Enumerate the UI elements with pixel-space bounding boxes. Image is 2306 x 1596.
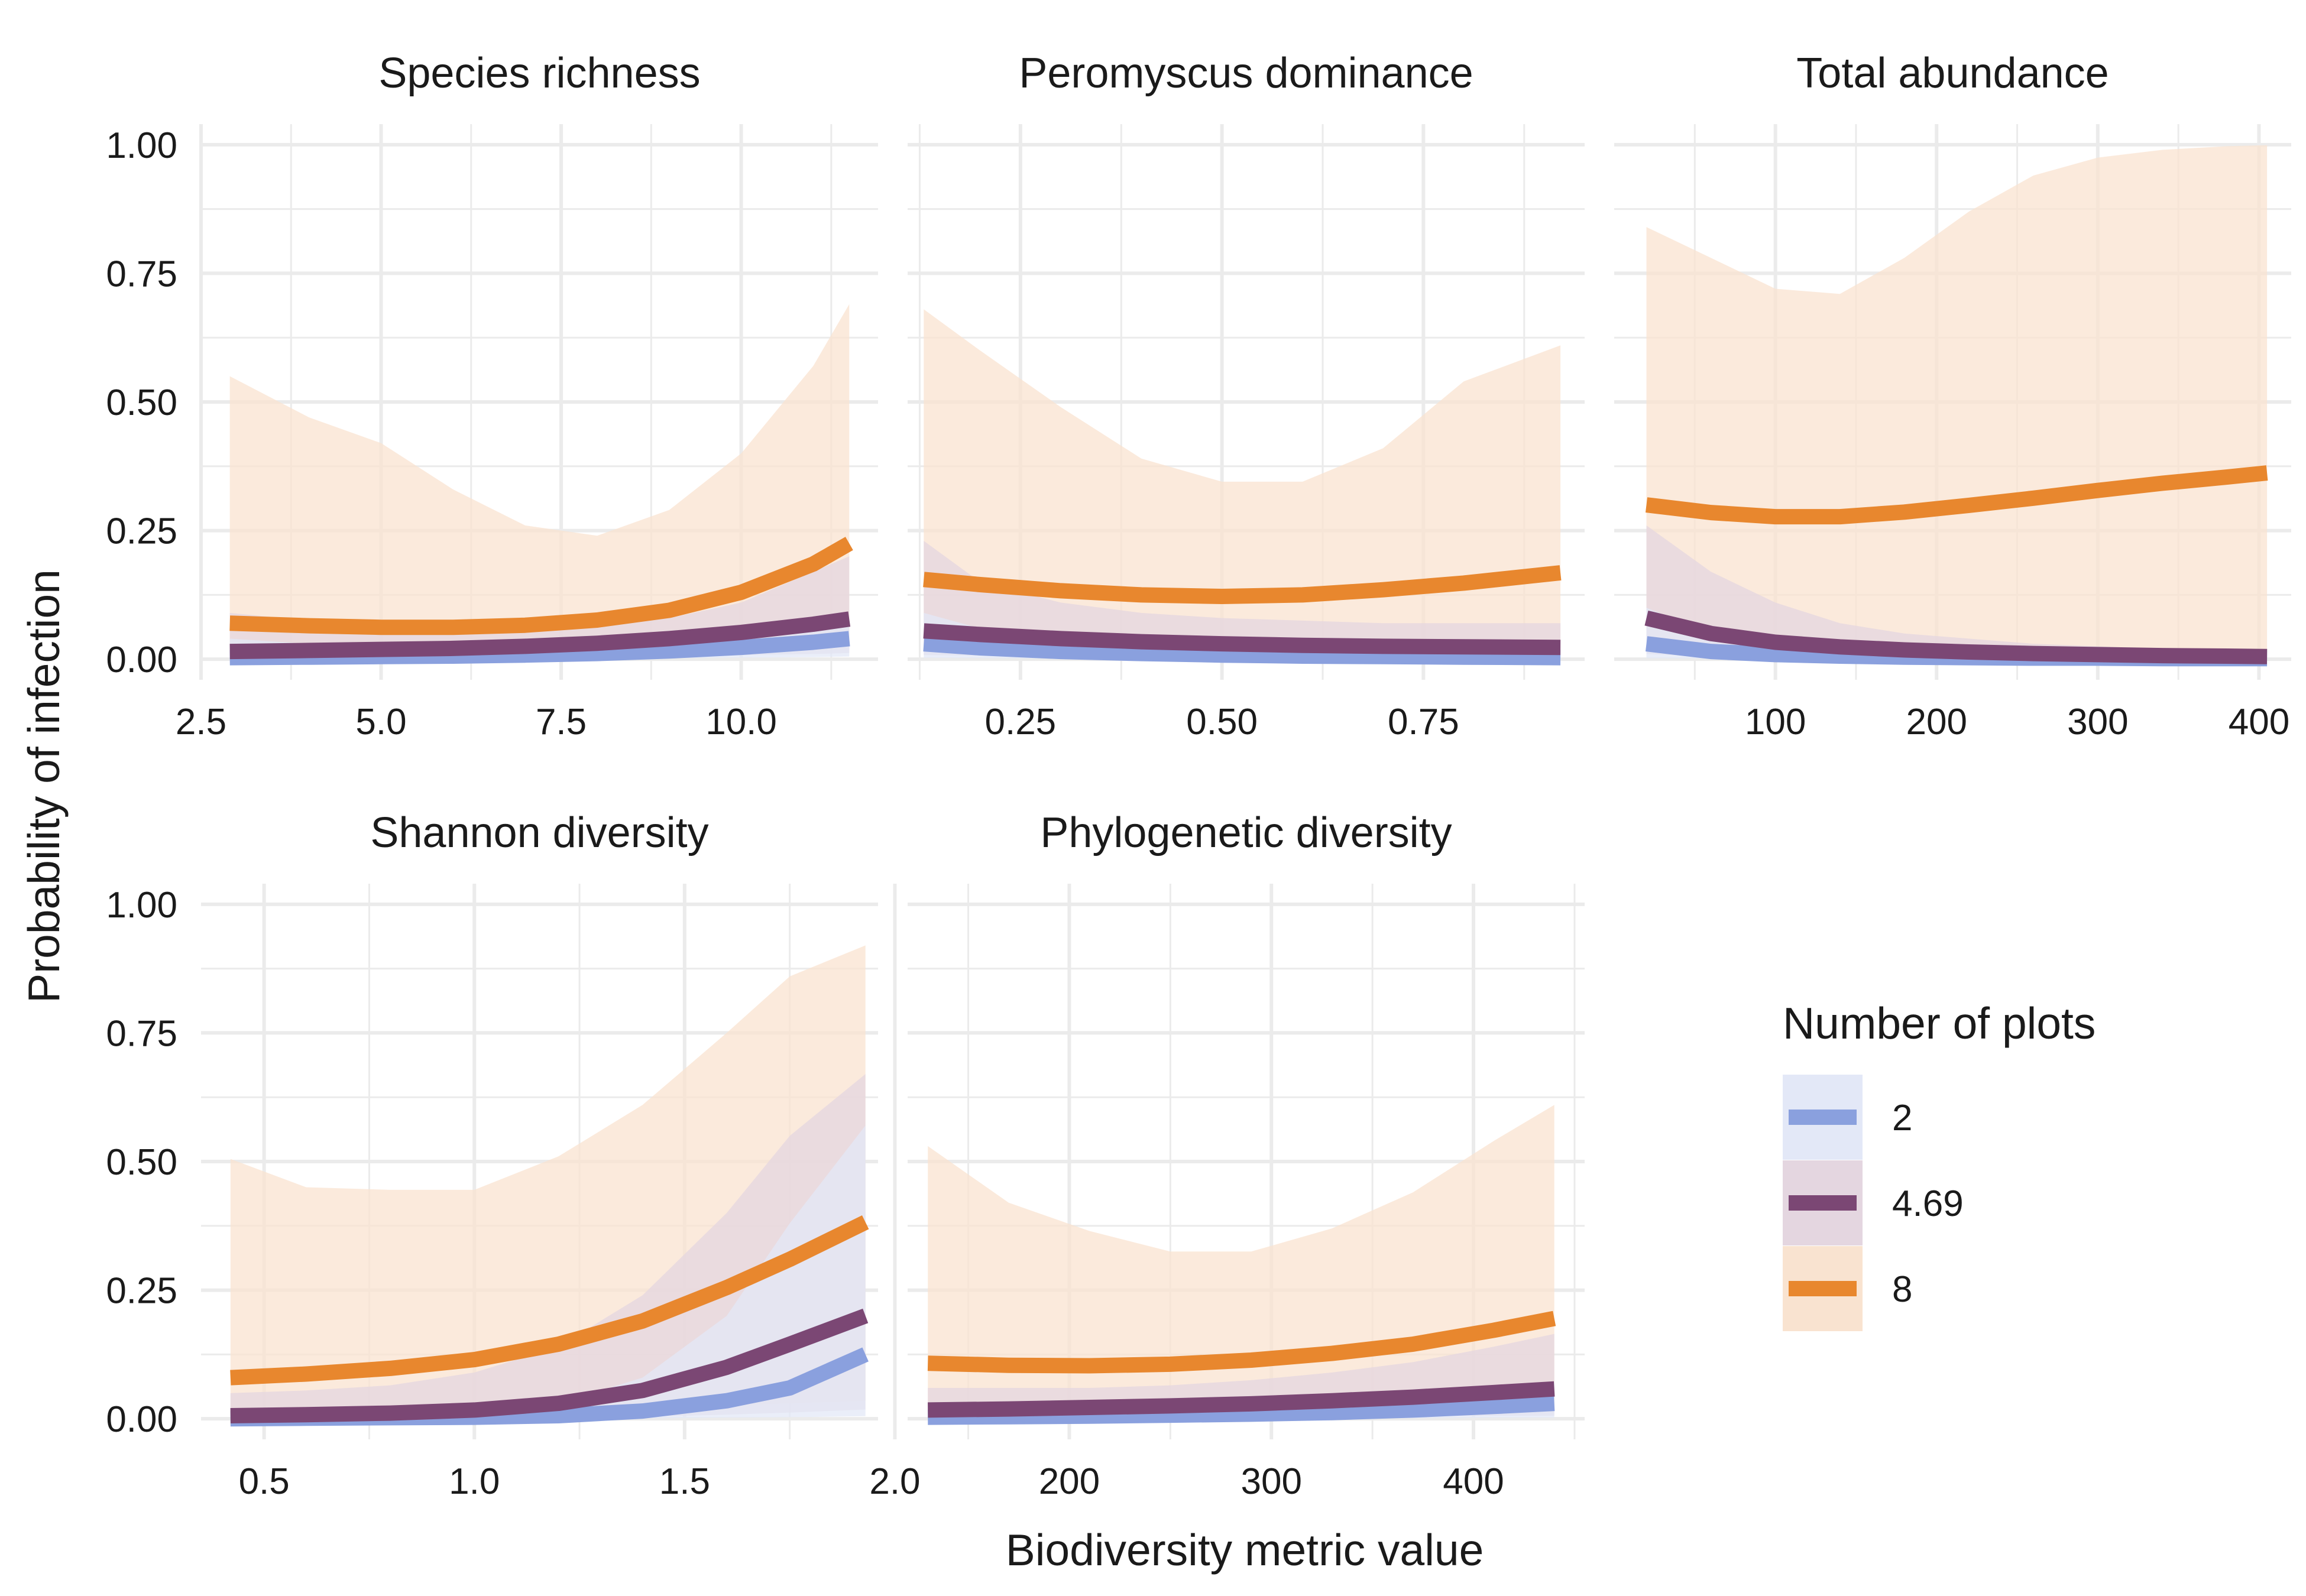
x-tick-label: 5.0 — [355, 702, 406, 742]
legend-key-8: 8 — [1783, 1246, 1912, 1331]
panel-title: Shannon diversity — [370, 809, 708, 857]
x-axis-title: Biodiversity metric value — [1006, 1525, 1484, 1575]
x-tick-label: 1.0 — [449, 1461, 500, 1502]
legend-key-2: 2 — [1783, 1075, 1912, 1160]
panel-4: Shannon diversity 0.00 0.25 0.50 0.75 1.00 0.5… — [106, 809, 920, 1502]
panel-5: Phylogenetic diversity 200 300 400 — [908, 809, 1585, 1502]
x-tick-label: 200 — [1906, 702, 1967, 742]
line-8 — [927, 1310, 1556, 1374]
line-2 — [928, 1396, 1555, 1425]
x-tick-label: 2.5 — [176, 702, 226, 742]
line-8 — [923, 565, 1562, 604]
ribbon-8 — [229, 304, 850, 656]
line-8 — [230, 1215, 869, 1386]
x-tick-label: 300 — [1241, 1461, 1301, 1502]
y-tick-label: 0.75 — [106, 1013, 177, 1054]
x-tick-label: 10.0 — [705, 702, 777, 742]
x-tick-label: 0.5 — [239, 1461, 290, 1502]
y-tick-label: 0.50 — [106, 382, 177, 423]
legend-keys: 2 4.69 8 — [1783, 1075, 1964, 1331]
panels-layer: Species richness 0.00 0.25 0.50 0.75 1.00 2.5 5… — [106, 50, 2291, 1502]
y-axis-title: Probability of infection — [19, 569, 69, 1003]
y-tick-label: 0.00 — [106, 640, 177, 680]
panel-title: Phylogenetic diversity — [1040, 809, 1452, 857]
panel-title: Total abundance — [1796, 50, 2109, 97]
ribbon-4.69 — [924, 541, 1561, 658]
legend-title: Number of plots — [1783, 998, 2096, 1048]
line-8 — [1645, 465, 2268, 525]
panel-1: Species richness 0.00 0.25 0.50 0.75 1.00 2.5 5… — [106, 50, 878, 742]
x-tick-label: 400 — [2229, 702, 2289, 742]
y-tick-label: 0.25 — [106, 511, 177, 552]
line-4.69 — [923, 623, 1561, 656]
panel-title: Species richness — [378, 50, 700, 97]
y-tick-label: 0.00 — [106, 1399, 177, 1440]
y-tick-label: 1.00 — [106, 885, 177, 926]
ribbon-4.69 — [1646, 525, 2268, 660]
legend-label: 4.69 — [1892, 1183, 1964, 1224]
x-tick-label: 1.5 — [659, 1461, 710, 1502]
line-4.69 — [230, 1308, 869, 1423]
line-2 — [923, 636, 1561, 666]
x-tick-label: 200 — [1039, 1461, 1100, 1502]
x-tick-label: 0.50 — [1186, 702, 1258, 742]
legend-label: 2 — [1892, 1098, 1912, 1138]
line-4.69 — [928, 1381, 1555, 1418]
legend-label: 8 — [1892, 1269, 1912, 1310]
x-tick-label: 2.0 — [869, 1461, 920, 1502]
ribbon-8 — [928, 1105, 1554, 1412]
y-tick-label: 0.50 — [106, 1142, 177, 1183]
x-tick-label: 0.25 — [984, 702, 1056, 742]
legend-key-4.69: 4.69 — [1783, 1160, 1964, 1245]
legend: Number of plots 2 4.69 8 — [1783, 998, 2096, 1331]
ribbon-8 — [1646, 145, 2268, 657]
panel-title: Peromyscus dominance — [1019, 50, 1473, 97]
ribbon-8 — [924, 309, 1561, 644]
panel-2: Peromyscus dominance 0.25 0.50 0.75 — [908, 50, 1585, 742]
line-4.69 — [229, 611, 851, 660]
x-tick-label: 7.5 — [536, 702, 587, 742]
x-tick-label: 300 — [2067, 702, 2128, 742]
line-4.69 — [1644, 610, 2268, 664]
x-tick-label: 0.75 — [1388, 702, 1459, 742]
y-tick-label: 1.00 — [106, 125, 177, 166]
x-tick-label: 100 — [1745, 702, 1806, 742]
ribbon-2 — [230, 1125, 866, 1419]
line-8 — [229, 537, 853, 635]
y-tick-label: 0.75 — [106, 254, 177, 294]
panel-3: Total abundance 100 200 300 400 — [1614, 50, 2291, 742]
x-tick-label: 400 — [1443, 1461, 1504, 1502]
y-tick-label: 0.25 — [106, 1271, 177, 1312]
